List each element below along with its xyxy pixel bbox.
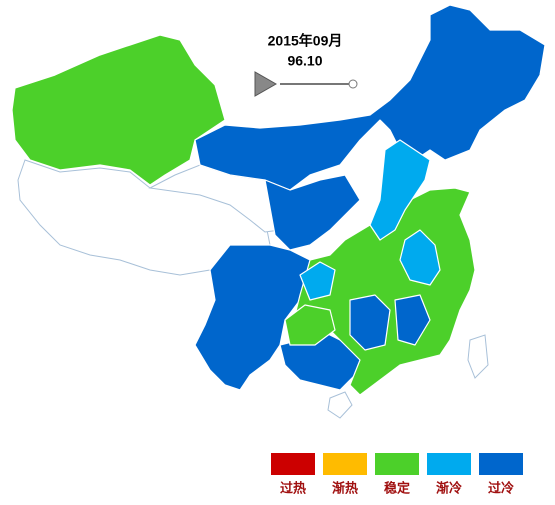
region <box>399 229 441 286</box>
region <box>327 391 353 419</box>
region <box>284 304 336 346</box>
legend-label: 过热 <box>280 480 306 495</box>
legend-swatch[interactable] <box>271 453 315 475</box>
region <box>394 294 431 346</box>
region <box>299 261 336 301</box>
legend-swatch[interactable] <box>479 453 523 475</box>
legend-swatch[interactable] <box>427 453 471 475</box>
legend-label: 渐冷 <box>436 480 462 495</box>
legend-label: 稳定 <box>384 480 410 495</box>
region <box>11 34 226 186</box>
legend: 过热 渐热 稳定 渐冷 过冷 <box>271 453 523 495</box>
date-label: 2015年09月 <box>268 33 343 49</box>
legend-swatch[interactable] <box>375 453 419 475</box>
region <box>264 174 361 251</box>
region <box>369 139 431 241</box>
legend-swatch[interactable] <box>323 453 367 475</box>
legend-label: 过冷 <box>488 480 514 495</box>
legend-label: 渐热 <box>332 480 358 495</box>
region <box>349 294 391 351</box>
region <box>467 334 489 379</box>
region <box>194 4 546 191</box>
index-value: 96.10 <box>287 53 322 69</box>
slider-handle[interactable] <box>348 79 358 89</box>
play-button[interactable] <box>254 71 278 97</box>
region <box>194 244 321 391</box>
map <box>11 4 546 419</box>
